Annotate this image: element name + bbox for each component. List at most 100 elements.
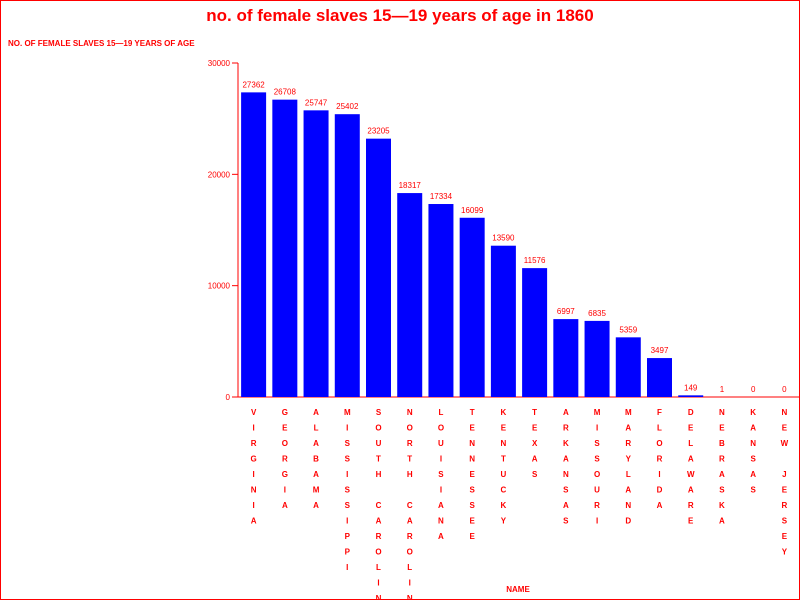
category-label-letter: R xyxy=(625,439,631,448)
category-label-letter: F xyxy=(657,408,662,417)
category-label-letter: E xyxy=(282,424,288,433)
category-label-letter: B xyxy=(313,455,319,464)
category-label-letter: S xyxy=(782,517,788,526)
category-label-letter: S xyxy=(719,486,725,495)
bar xyxy=(241,92,267,397)
category-label-letter: E xyxy=(688,424,694,433)
category-label-letter: L xyxy=(376,563,381,572)
category-label-letter: I xyxy=(440,455,442,464)
category-label-letter: U xyxy=(376,439,382,448)
bar xyxy=(334,114,360,397)
category-label-letter: E xyxy=(469,424,475,433)
category-label-letter: G xyxy=(282,408,288,417)
category-label-letter: U xyxy=(438,439,444,448)
category-label-letter: N xyxy=(500,439,506,448)
bar xyxy=(272,99,298,397)
category-label-letter: W xyxy=(781,439,789,448)
category-label-letter: A xyxy=(376,517,382,526)
category-label-letter: T xyxy=(470,408,475,417)
bar xyxy=(584,320,610,397)
category-label-letter: U xyxy=(594,486,600,495)
category-label-letter: G xyxy=(250,455,256,464)
category-label-letter: D xyxy=(688,408,694,417)
category-label-letter: E xyxy=(782,486,788,495)
category-label-letter: N xyxy=(376,594,382,600)
category-label-letter: N xyxy=(625,501,631,510)
category-label-letter: M xyxy=(313,486,320,495)
category-label-letter: S xyxy=(345,439,351,448)
category-label-letter: L xyxy=(314,424,319,433)
category-label-letter: S xyxy=(469,501,475,510)
category-label-letter: L xyxy=(438,408,443,417)
bar-value-label: 17334 xyxy=(430,192,453,201)
category-label-letter: S xyxy=(563,486,569,495)
category-label-letter: S xyxy=(438,470,444,479)
category-label-letter: R xyxy=(657,455,663,464)
category-label-letter: P xyxy=(345,532,351,541)
category-label-letter: Y xyxy=(626,455,632,464)
bar xyxy=(490,245,516,397)
category-label-letter: I xyxy=(346,424,348,433)
category-label-letter: M xyxy=(594,408,601,417)
category-label-letter: D xyxy=(625,517,631,526)
category-label-letter: A xyxy=(563,455,569,464)
category-label-letter: N xyxy=(469,455,475,464)
category-label-letter: O xyxy=(375,548,381,557)
category-label-letter: I xyxy=(252,424,254,433)
bar xyxy=(678,395,704,397)
category-label-letter: A xyxy=(688,486,694,495)
y-tick-label: 10000 xyxy=(208,282,231,291)
category-label-letter: A xyxy=(625,424,631,433)
category-label-letter: I xyxy=(377,579,379,588)
bar-value-label: 13590 xyxy=(492,234,515,243)
category-label-letter: J xyxy=(782,470,786,479)
category-label-letter: R xyxy=(407,439,413,448)
category-label-letter: E xyxy=(782,424,788,433)
y-tick-label: 30000 xyxy=(208,59,231,68)
category-label-letter: I xyxy=(252,470,254,479)
category-label-letter: E xyxy=(469,532,475,541)
category-label-letter: X xyxy=(532,439,538,448)
bar-value-label: 6997 xyxy=(557,307,575,316)
category-label-letter: R xyxy=(563,424,569,433)
category-label-letter: S xyxy=(345,501,351,510)
category-label-letter: O xyxy=(282,439,288,448)
bar-value-label: 27362 xyxy=(242,80,265,89)
category-label-letter: S xyxy=(750,455,756,464)
category-label-letter: S xyxy=(376,408,382,417)
category-label-letter: H xyxy=(376,470,382,479)
category-label-letter: H xyxy=(407,470,413,479)
category-label-letter: W xyxy=(687,470,695,479)
bar xyxy=(397,193,423,397)
category-label-letter: A xyxy=(313,408,319,417)
category-label-letter: S xyxy=(345,486,351,495)
category-label-letter: T xyxy=(376,455,381,464)
bar xyxy=(553,319,579,397)
category-label-letter: T xyxy=(532,408,537,417)
category-label-letter: O xyxy=(594,470,600,479)
category-label-letter: I xyxy=(409,579,411,588)
category-label-letter: I xyxy=(596,517,598,526)
category-label-letter: L xyxy=(688,439,693,448)
category-label-letter: M xyxy=(625,408,632,417)
category-label-letter: A xyxy=(313,470,319,479)
category-label-letter: S xyxy=(563,517,569,526)
category-label-letter: A xyxy=(251,517,257,526)
category-label-letter: E xyxy=(719,424,725,433)
category-label-letter: A xyxy=(313,439,319,448)
category-label-letter: E xyxy=(532,424,538,433)
category-label-letter: R xyxy=(688,501,694,510)
category-label-letter: N xyxy=(438,517,444,526)
category-label-letter: A xyxy=(719,470,725,479)
category-label-letter: O xyxy=(438,424,444,433)
category-label-letter: T xyxy=(501,455,506,464)
bar xyxy=(647,358,672,397)
category-label-letter: I xyxy=(346,470,348,479)
category-label-letter: R xyxy=(594,501,600,510)
category-label-letter: A xyxy=(657,501,663,510)
category-label-letter: A xyxy=(688,455,694,464)
bar xyxy=(615,337,641,397)
category-label-letter: U xyxy=(500,470,506,479)
category-label-letter: A xyxy=(532,455,538,464)
bar xyxy=(522,268,548,397)
